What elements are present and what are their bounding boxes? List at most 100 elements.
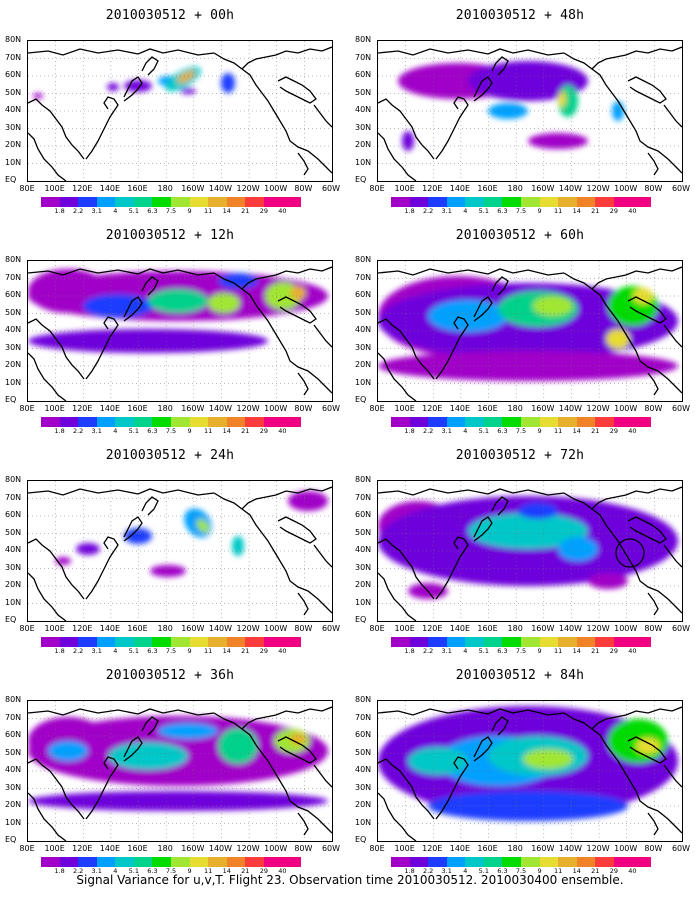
- latitude-label: EQ: [355, 175, 367, 184]
- colorbar-label: 9: [537, 867, 542, 875]
- colorbar-label: 2.2: [72, 207, 84, 215]
- longitude-label: 100E: [394, 404, 415, 413]
- longitude-label: 120E: [72, 184, 93, 193]
- latitude-label: 30N: [5, 562, 22, 572]
- longitude-label: 160W: [181, 184, 205, 193]
- longitude-axis: 80E 100E 120E 140E 160E 180 160W 140W 120W 100W 80…: [369, 624, 690, 634]
- colorbar-label: 3.1: [91, 427, 102, 435]
- coastline: [563, 492, 682, 614]
- latitude-label: 30N: [355, 782, 372, 792]
- colorbar-label: 6.3: [147, 647, 158, 655]
- longitude-label: 140W: [208, 844, 233, 853]
- latitude-label: 70N: [355, 492, 372, 502]
- colorbar-swatch: [133, 857, 153, 867]
- coastline: [647, 372, 659, 396]
- coastline: [85, 330, 115, 380]
- colorbar-swatch: [263, 637, 283, 647]
- variance-contour: [408, 747, 468, 775]
- colorbar-labels: 1.8 2.2 3.1 4 5.1 6.3 7.5 9 11 14 21 29 40: [41, 207, 301, 215]
- variance-map: [377, 40, 683, 182]
- colorbar-label: 11: [204, 867, 213, 875]
- latitude-label: 30N: [355, 122, 372, 132]
- longitude-label: 120E: [72, 624, 93, 633]
- longitude-label: 160E: [127, 844, 148, 853]
- colorbar-swatch: [632, 197, 652, 207]
- longitude-label: 80W: [644, 184, 663, 193]
- colorbar-swatch: [428, 857, 447, 867]
- colorbar-swatch: [539, 417, 559, 427]
- longitude-label: 160W: [531, 624, 555, 633]
- longitude-label: 100W: [264, 184, 288, 193]
- colorbar: [391, 417, 652, 427]
- colorbar-swatch: [613, 637, 633, 647]
- colorbar-swatch: [502, 197, 522, 207]
- colorbar-swatch: [409, 637, 429, 647]
- coastline: [241, 266, 332, 290]
- coastline: [213, 52, 332, 174]
- colorbar-swatch: [96, 197, 116, 207]
- colorbar-swatch: [152, 637, 172, 647]
- coastline: [28, 132, 67, 181]
- colorbar-swatch: [558, 197, 577, 207]
- longitude-label: 140W: [208, 404, 233, 413]
- latitude-label: 40N: [5, 105, 22, 114]
- longitude-label: 100E: [44, 844, 65, 853]
- colorbar-swatch: [446, 857, 466, 867]
- colorbar-label: 29: [609, 867, 618, 875]
- coastline: [378, 792, 417, 841]
- coastline: [297, 372, 309, 396]
- variance-contour: [33, 93, 43, 99]
- variance-map: [27, 40, 333, 182]
- latitude-label: 20N: [355, 800, 372, 809]
- coastline: [663, 104, 682, 128]
- colorbar-label: 21: [241, 207, 250, 215]
- coastline: [103, 536, 119, 552]
- colorbar-label: 2.2: [422, 867, 434, 875]
- variance-contour: [48, 741, 88, 761]
- colorbar-swatch: [263, 417, 283, 427]
- variance-contour: [518, 503, 558, 519]
- longitude-label: 140E: [449, 184, 471, 193]
- variance-contour: [608, 719, 668, 763]
- panel-title: 2010030512 + 84h: [455, 668, 585, 683]
- coastline: [297, 592, 309, 616]
- longitude-label: 100W: [614, 184, 638, 193]
- colorbar-swatch: [171, 637, 190, 647]
- coastline: [647, 592, 659, 616]
- colorbar-label: 40: [278, 207, 287, 215]
- latitude-label: 50N: [5, 747, 22, 757]
- colorbar-label: 6.3: [497, 427, 508, 435]
- colorbar-swatch: [595, 197, 614, 207]
- colorbar-label: 3.1: [441, 207, 452, 215]
- latitude-label: 80N: [355, 255, 372, 264]
- coastline: [297, 152, 309, 176]
- coastline: [313, 764, 332, 788]
- colorbar-label: 14: [222, 207, 231, 215]
- colorbar-swatch: [171, 417, 190, 427]
- colorbar-label: 14: [222, 867, 231, 875]
- colorbar-label: 5.1: [128, 867, 140, 875]
- colorbar-label: 6.3: [497, 867, 508, 875]
- coastline: [313, 324, 332, 348]
- coastline: [435, 770, 465, 820]
- coastline: [473, 76, 493, 102]
- variance-contour: [158, 723, 218, 739]
- colorbar-swatch: [428, 417, 447, 427]
- colorbar-label: 7.5: [515, 647, 527, 655]
- colorbar-label: 14: [572, 427, 581, 435]
- coastline: [103, 756, 119, 772]
- longitude-label: 100W: [264, 844, 288, 853]
- coastline: [277, 736, 317, 764]
- latitude-label: 70N: [355, 712, 372, 722]
- panel-title: 2010030512 + 24h: [105, 448, 235, 463]
- variance-contour: [468, 513, 588, 549]
- colorbar-swatch: [282, 857, 302, 867]
- colorbar-swatch: [465, 417, 484, 427]
- colorbar-swatch: [208, 417, 227, 427]
- colorbar-label: 5.1: [478, 207, 490, 215]
- panel-title: 2010030512 + 48h: [455, 8, 585, 23]
- colorbar-swatch: [576, 857, 596, 867]
- longitude-label: 140E: [99, 844, 121, 853]
- colorbar-swatch: [613, 857, 633, 867]
- variance-contour: [150, 565, 186, 577]
